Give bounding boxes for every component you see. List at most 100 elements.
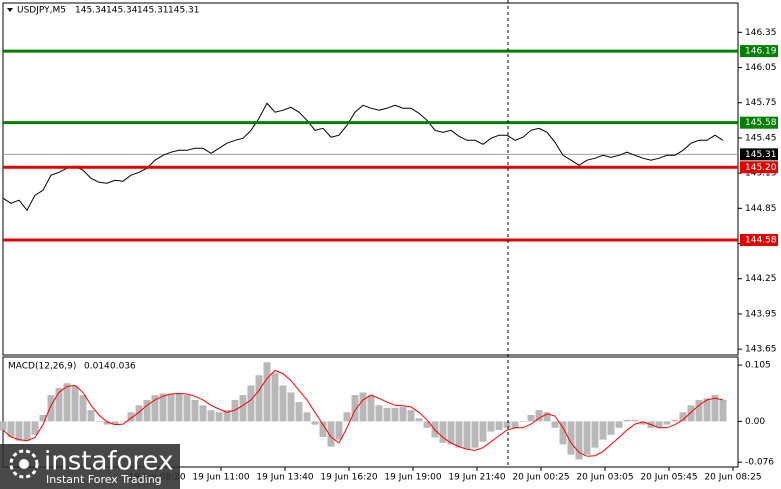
histogram-bar [583, 421, 591, 455]
level-tag [740, 234, 778, 247]
histogram-bar [239, 395, 247, 422]
histogram-bar [383, 407, 391, 422]
histogram-bar [351, 395, 359, 422]
histogram-bar [519, 421, 527, 422]
histogram-bar [487, 421, 495, 432]
histogram-bar [671, 419, 679, 422]
x-tick-label: 19 Jun 13:40 [256, 473, 313, 483]
histogram-bar [607, 421, 615, 435]
histogram-bar [303, 412, 311, 422]
x-tick-label: 19 Jun 11:00 [192, 473, 249, 483]
histogram-bar [175, 393, 183, 422]
histogram-bar [471, 421, 479, 448]
histogram-bar [111, 421, 119, 425]
histogram-bar [215, 412, 223, 422]
logo-tagline: Instant Forex Trading [46, 473, 162, 486]
x-tick-label: 19 Jun 16:20 [320, 473, 377, 483]
histogram-bar [143, 399, 151, 422]
histogram-bar [127, 412, 135, 422]
histogram-bar [359, 392, 367, 422]
histogram-bar [615, 421, 623, 428]
macd-panel [2, 356, 739, 468]
histogram-bar [551, 421, 559, 428]
histogram-bar [527, 414, 535, 422]
histogram-bar [335, 421, 343, 440]
histogram-bar [103, 421, 111, 425]
histogram-bar [399, 406, 407, 422]
logo-icon [19, 459, 29, 469]
histogram-bar [719, 399, 727, 422]
histogram-bar [343, 412, 351, 422]
histogram-bar [407, 410, 415, 422]
histogram-bar [543, 412, 551, 422]
histogram-bar [455, 421, 463, 448]
histogram-bar [47, 395, 55, 422]
histogram-bar [703, 398, 711, 422]
x-tick-label: 19 Jun 21:40 [448, 473, 505, 483]
histogram-bar [151, 395, 159, 422]
plot-layer: 146.35 146.05 145.75 145.45 145.15 144.85 144.… [0, 28, 778, 483]
level-label: 144.58 [745, 236, 777, 246]
histogram-bar [599, 421, 607, 440]
histogram-bar [295, 402, 303, 422]
y-tick-label: 144.85 [745, 204, 777, 214]
price-line [2, 102, 724, 212]
histogram-bar [279, 385, 287, 422]
histogram-bar [311, 421, 319, 425]
x-tick-label: 19 Jun 19:00 [384, 473, 441, 483]
histogram-bar [695, 399, 703, 422]
histogram-bar [663, 421, 671, 425]
histogram-bar [79, 395, 87, 422]
histogram-bar [63, 383, 71, 422]
histogram-bar [495, 421, 503, 430]
histogram-bar [559, 421, 567, 445]
histogram-bar [255, 375, 263, 422]
histogram-bar [535, 410, 543, 422]
y-tick-label: 145.75 [745, 98, 777, 108]
histogram-bar [7, 421, 15, 437]
histogram-bar [95, 421, 103, 422]
level-label: 146.19 [745, 47, 777, 57]
x-tick-label: 20 Jun 03:05 [576, 473, 633, 483]
x-tick-label: 20 Jun 05:45 [640, 473, 697, 483]
level-tag [740, 45, 778, 58]
macd-title: MACD(12,26,9) [8, 362, 76, 372]
logo-icon [9, 449, 39, 479]
histogram-bar [231, 399, 239, 422]
histogram-bar [511, 421, 519, 428]
histogram-bar [439, 421, 447, 443]
level-label: 145.20 [745, 163, 777, 173]
histogram-bar [191, 399, 199, 422]
x-tick-label: 20 Jun 08:25 [704, 473, 761, 483]
histogram-bar [31, 421, 39, 435]
histogram-bar [687, 405, 695, 422]
histogram-bar [71, 385, 79, 422]
histogram-bar [135, 405, 143, 422]
histogram-bar [15, 421, 23, 441]
macd-readout: 0.014 [84, 362, 110, 372]
histogram-bar [199, 405, 207, 422]
macd-readout: 0.036 [110, 362, 136, 372]
histogram-bar [287, 392, 295, 422]
menu-triangle[interactable] [7, 8, 13, 12]
histogram-bar [39, 414, 47, 422]
histogram-bar [367, 395, 375, 422]
y-tick-label: 143.95 [745, 309, 777, 319]
histogram-bar [415, 418, 423, 422]
histogram-bar [263, 362, 271, 422]
ohlc-high: 145.34 [106, 6, 138, 16]
histogram-bar [23, 421, 31, 441]
y-tick-label: -0.076 [745, 458, 774, 468]
histogram-bar [631, 419, 639, 422]
histogram-bar [391, 407, 399, 422]
histogram-bar [87, 410, 95, 422]
histogram-bar [655, 421, 663, 428]
histogram-bar [639, 421, 647, 425]
y-tick-label: 0.105 [745, 361, 771, 371]
level-tag [740, 161, 778, 174]
histogram-bar [247, 385, 255, 422]
histogram-bar [479, 421, 487, 442]
histogram-bar [679, 412, 687, 422]
y-tick-label: 145.15 [745, 169, 777, 179]
